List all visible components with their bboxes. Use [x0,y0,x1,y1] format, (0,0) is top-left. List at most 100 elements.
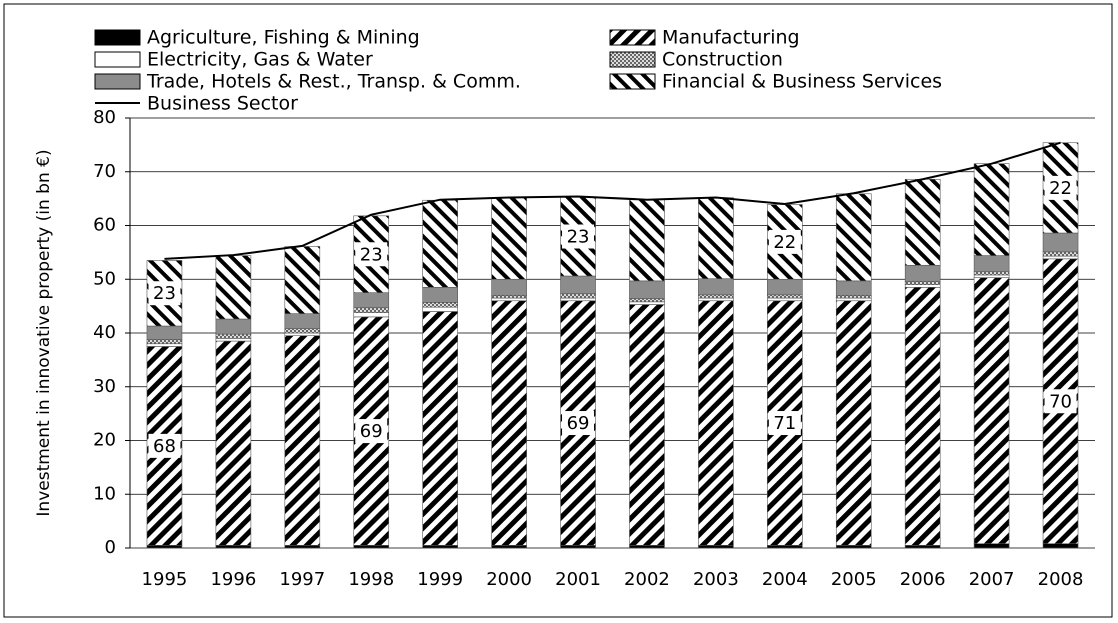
x-tick-label: 2001 [555,569,601,590]
frame [3,3,1113,618]
x-tick-label: 2006 [900,569,946,590]
label-box [148,433,181,458]
label-box [355,419,388,444]
bar-segment [835,297,872,302]
bar-segment [973,163,1010,256]
bar-segment [629,199,665,282]
bar-segment [629,304,665,546]
bar-segment [629,301,665,305]
bar-segment [629,298,665,303]
bar-segment [422,311,458,546]
x-tick-label: 1999 [417,569,463,590]
bar-segment [698,545,734,549]
bar-segment [904,287,941,546]
bar-segment [835,295,872,299]
bar-segment [353,312,390,318]
legend-marker [94,51,141,68]
y-tick-label: 20 [93,430,116,451]
y-tick-label: 40 [93,322,116,343]
bar-segment [835,300,872,546]
bar-segment [146,343,183,347]
bar-segment [146,545,183,549]
share-label: 23 [567,227,590,248]
legend-marker [609,73,656,90]
bar-segment [215,545,252,549]
x-tick-label: 1996 [210,569,256,590]
legend-label: Financial & Business Services [662,71,942,93]
label-box [355,242,388,267]
label-box [1044,175,1077,200]
bar-segment [1042,255,1079,260]
bar-segment [904,284,941,288]
bar-segment [284,246,321,314]
x-tick-label: 1997 [279,569,325,590]
bar-segment [698,197,734,280]
bar-segment [284,545,321,549]
bar-segment [422,306,458,312]
bar-segment [215,333,252,339]
bar-segment [973,255,1010,273]
share-label: 68 [153,436,176,457]
bar-segment [284,328,321,334]
legend-label: Business Sector [147,93,298,115]
bar-segment [284,332,321,336]
bar-segment [215,338,252,342]
x-tick-label: 2003 [693,569,739,590]
bar-segment [767,545,803,549]
legend-label: Trade, Hotels & Rest., Transp. & Comm. [146,71,521,93]
share-label: 22 [773,232,796,253]
y-tick-label: 30 [93,376,116,397]
bar-segment [973,271,1010,276]
bar-segment [904,281,941,285]
bar-segment [491,295,527,299]
bar-segment [353,545,390,549]
y-tick-label: 70 [93,161,116,182]
bar-segment [146,325,183,340]
share-label: 22 [1049,178,1072,199]
x-tick-label: 2008 [1038,569,1084,590]
bar-segment [560,297,596,302]
bar-segment [491,545,527,549]
bar-segment [629,280,665,299]
bar-segment [353,307,390,313]
share-label: 71 [773,413,796,434]
bar-segment [767,294,803,299]
bar-segment [1042,543,1079,549]
bar-segment [835,545,872,549]
label-box [768,411,801,436]
bar-segment [698,300,734,546]
line [164,141,1061,260]
legend-marker [94,73,141,90]
bar-segment [146,339,183,345]
share-label: 23 [360,244,383,265]
bar-segment [422,199,458,288]
bar-segment [215,318,252,335]
y-tick-label: 60 [93,215,116,236]
label-box [1044,389,1077,414]
bar-segment [904,545,941,549]
bar-segment [284,335,321,546]
bar-segment [698,278,734,296]
y-axis-label: Investment in innovative property (in bn… [34,149,54,516]
bar-segment [560,293,596,299]
y-tick-label: 80 [93,107,116,128]
share-label: 69 [360,421,383,442]
bar-segment [422,302,458,308]
bar-segment [215,255,252,320]
bar-segment [422,545,458,549]
share-label: 23 [153,283,176,304]
label-box [768,229,801,254]
bar-segment [1042,251,1079,257]
label-box [148,281,181,306]
legend-label: Electricity, Gas & Water [147,49,373,71]
x-tick-label: 1995 [142,569,188,590]
bar-segment [284,313,321,329]
bar-segment [215,340,252,546]
share-label: 70 [1049,391,1072,412]
bar-segment [422,287,458,303]
bar-segment [767,278,803,296]
x-tick-label: 2002 [624,569,670,590]
bar-segment [491,278,527,296]
